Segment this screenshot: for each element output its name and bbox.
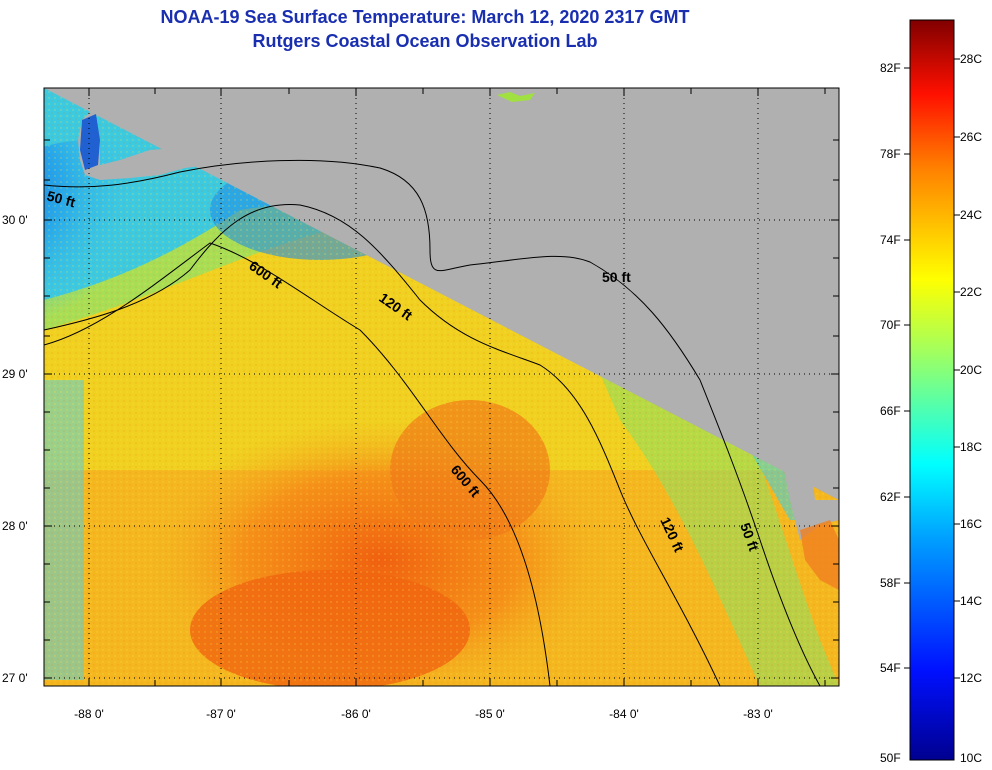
lon-label-85: -85 0' [475,707,505,721]
lat-label-29: 29 0' [2,367,28,381]
colorbar-c-14: 14C [960,594,982,608]
lon-label-87: -87 0' [206,707,236,721]
lat-label-27: 27 0' [2,671,28,685]
colorbar-f-70: 70F [880,318,901,332]
sst-map-area: 50 ft 600 ft 120 ft 50 ft 600 ft 120 ft … [44,88,839,686]
colorbar-c-20: 20C [960,363,982,377]
lon-label-86: -86 0' [341,707,371,721]
colorbar-f-82: 82F [880,61,901,75]
frame-ticks [44,88,839,686]
colorbar-c-28: 28C [960,52,982,66]
colorbar-f-58: 58F [880,576,901,590]
map-subtitle: Rutgers Coastal Ocean Observation Lab [252,31,598,51]
depth-label-50ft: 50 ft [45,187,77,210]
colorbar-f-66: 66F [880,404,901,418]
lon-label-84: -84 0' [609,707,639,721]
colorbar-f-62: 62F [880,490,901,504]
colorbar-c-16: 16C [960,517,982,531]
colorbar-c-12: 12C [960,671,982,685]
colorbar-f-74: 74F [880,233,901,247]
colorbar-f-50: 50F [880,751,901,765]
lon-label-88: -88 0' [74,707,104,721]
colorbar-c-22: 22C [960,285,982,299]
temperature-colorbar [909,19,955,761]
colorbar-f-78: 78F [880,147,901,161]
colorbar-c-18: 18C [960,440,982,454]
colorbar-c-24: 24C [960,208,982,222]
colorbar-c-10: 10C [960,751,982,765]
contour-600ft [44,242,551,686]
map-title: NOAA-19 Sea Surface Temperature: March 1… [160,7,690,27]
colorbar-c-26: 26C [960,130,982,144]
land-mass [44,88,839,540]
lat-label-28: 28 0' [2,519,28,533]
colorbar-f-54: 54F [880,661,901,675]
contour-50ft [44,159,821,686]
lon-label-83: -83 0' [743,707,773,721]
contour-120ft [44,203,721,686]
map-frame [43,87,840,687]
depth-label-50ft: 50 ft [602,269,631,285]
lat-label-30: 30 0' [2,213,28,227]
